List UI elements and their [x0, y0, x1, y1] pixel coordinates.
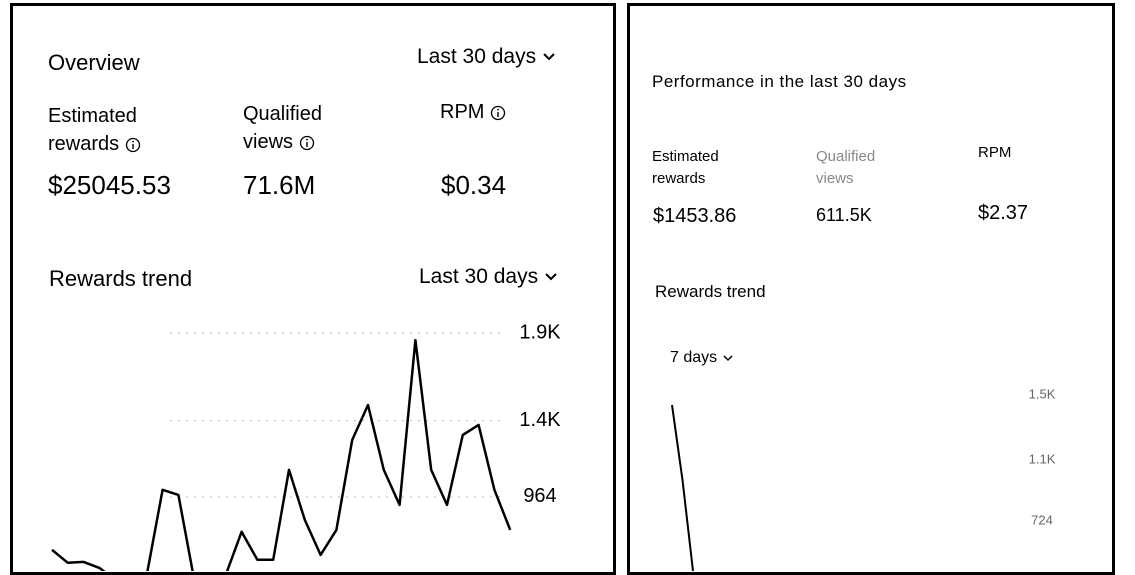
metric-value: $25045.53	[48, 170, 171, 200]
range-label: Last 30 days	[417, 45, 537, 68]
metric-value: $2.37	[978, 202, 1029, 224]
section-title: Rewards trend	[49, 266, 193, 291]
trend-line	[671, 404, 694, 571]
overview-panel	[10, 3, 616, 575]
line-chart: 1.5K 1.1K 724	[671, 386, 1056, 571]
y-tick-label: 1.9K	[519, 321, 561, 343]
panel-title: Overview	[48, 50, 140, 75]
line-chart: 1.9K 1.4K 964	[51, 321, 561, 571]
range-select[interactable]: Last 30 days	[419, 265, 558, 289]
y-tick-label: 724	[1031, 513, 1053, 528]
metric-value: 611.5K	[816, 205, 872, 225]
y-tick-label: 1.5K	[1029, 386, 1056, 401]
metric-label: Qualified views	[816, 148, 876, 187]
y-tick-label: 1.4K	[519, 409, 561, 431]
trend-line	[51, 338, 512, 571]
range-select[interactable]: Last 30 days	[417, 45, 556, 69]
metric-label: RPM	[978, 144, 1012, 161]
metric-label-text: RPM	[440, 101, 485, 123]
info-icon[interactable]	[125, 137, 141, 153]
info-icon[interactable]	[490, 105, 506, 121]
performance-panel	[627, 3, 1115, 575]
metric-value: $0.34	[441, 170, 507, 200]
metric-value: $1453.86	[653, 205, 737, 227]
metric-label: Qualified views	[243, 100, 353, 156]
metric-value: 71.6M	[243, 170, 316, 200]
metric-label: Estimated rewards	[652, 148, 719, 187]
metric-label-text: Estimated rewards	[48, 105, 137, 155]
chevron	[543, 53, 555, 61]
metric-label: RPM	[440, 98, 506, 126]
section-title: Rewards trend	[655, 282, 766, 301]
chevron	[545, 273, 557, 281]
range-label: Last 30 days	[419, 265, 539, 288]
range-select[interactable]: 7 days	[670, 349, 734, 367]
y-tick-label: 964	[523, 485, 556, 507]
metric-label-text: Qualified views	[243, 103, 322, 153]
info-icon[interactable]	[299, 135, 315, 151]
range-label: 7 days	[670, 349, 718, 366]
y-tick-label: 1.1K	[1029, 451, 1056, 466]
chevron	[723, 355, 733, 361]
metric-label: Estimated rewards	[48, 102, 178, 158]
panel-title: Performance in the last 30 days	[652, 72, 907, 91]
